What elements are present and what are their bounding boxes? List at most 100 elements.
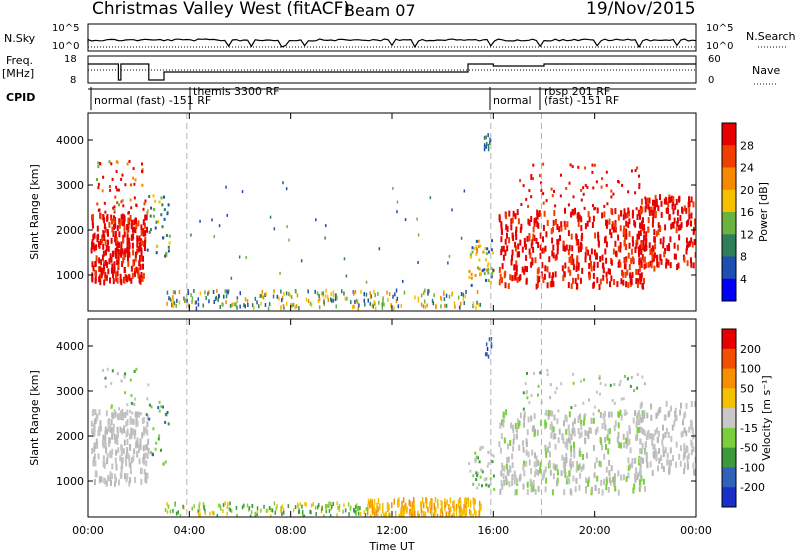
data-point xyxy=(631,236,634,243)
noise-tick-bottom-right: 10^0 xyxy=(706,41,733,52)
data-point xyxy=(641,427,644,434)
data-point xyxy=(599,411,602,418)
data-point xyxy=(643,382,646,386)
data-point xyxy=(584,223,587,230)
data-point xyxy=(532,177,534,181)
data-point xyxy=(652,199,654,206)
data-point xyxy=(427,506,429,513)
data-point xyxy=(475,305,477,310)
data-point xyxy=(579,277,582,284)
data-point xyxy=(639,447,642,454)
data-point xyxy=(324,236,326,240)
data-point xyxy=(481,470,484,474)
data-point xyxy=(509,440,512,446)
data-point xyxy=(420,501,423,508)
colorbar-cell xyxy=(722,427,736,449)
data-point xyxy=(599,381,602,385)
data-point xyxy=(128,274,131,281)
data-point xyxy=(651,221,654,228)
data-point xyxy=(572,258,575,265)
data-point xyxy=(487,271,490,275)
data-point xyxy=(478,460,481,464)
data-point xyxy=(593,261,596,268)
data-point xyxy=(570,283,573,290)
data-point xyxy=(116,426,119,433)
data-point xyxy=(552,473,555,480)
data-point xyxy=(120,214,123,221)
data-point xyxy=(536,209,539,216)
data-point xyxy=(393,306,395,311)
data-point xyxy=(666,452,669,459)
data-point xyxy=(483,272,486,276)
data-point xyxy=(145,413,148,417)
data-point xyxy=(124,391,127,395)
data-point xyxy=(632,240,635,247)
data-point xyxy=(580,419,583,426)
data-point xyxy=(563,469,566,475)
data-point xyxy=(648,242,651,249)
data-point xyxy=(114,473,117,480)
data-point xyxy=(487,279,490,283)
data-point xyxy=(539,461,542,468)
data-point xyxy=(92,431,95,438)
data-point xyxy=(649,260,652,267)
data-point xyxy=(132,402,135,406)
data-point xyxy=(645,262,648,269)
data-point xyxy=(608,438,611,445)
data-point xyxy=(481,484,483,488)
data-point xyxy=(452,512,454,517)
data-point xyxy=(556,239,559,246)
data-point xyxy=(152,214,155,218)
data-point xyxy=(618,441,621,448)
data-point xyxy=(296,502,299,507)
data-point xyxy=(612,248,615,255)
data-point xyxy=(261,289,264,294)
data-point xyxy=(643,429,646,436)
data-point xyxy=(367,498,370,505)
data-point xyxy=(487,133,489,138)
data-point xyxy=(518,275,521,282)
data-point xyxy=(662,236,665,243)
data-point xyxy=(327,298,330,302)
data-point xyxy=(167,504,170,509)
data-point xyxy=(499,422,502,429)
data-point xyxy=(561,454,564,461)
data-point xyxy=(524,241,526,248)
data-point xyxy=(580,216,583,223)
data-point xyxy=(149,228,152,232)
data-point xyxy=(230,509,233,513)
data-point xyxy=(640,272,643,279)
data-point xyxy=(474,460,477,463)
data-point xyxy=(662,433,665,440)
data-point xyxy=(129,416,132,423)
data-point xyxy=(676,217,679,224)
data-point xyxy=(637,419,640,426)
noise-tick-top-left: 10^5 xyxy=(52,23,79,34)
data-point xyxy=(530,486,533,493)
data-point xyxy=(171,299,173,303)
data-point xyxy=(530,176,533,180)
data-point xyxy=(545,231,548,238)
data-point xyxy=(646,452,648,458)
data-point xyxy=(142,429,145,436)
data-point xyxy=(123,439,126,446)
data-point xyxy=(220,506,222,511)
data-point xyxy=(650,206,653,213)
data-point xyxy=(588,427,591,434)
data-point xyxy=(198,504,200,509)
data-point xyxy=(598,376,601,380)
data-point xyxy=(556,224,559,230)
data-point xyxy=(282,303,285,308)
data-point xyxy=(93,418,96,425)
data-point xyxy=(105,249,107,256)
data-point xyxy=(417,296,420,301)
data-point xyxy=(417,261,419,264)
data-point xyxy=(166,290,169,295)
data-point xyxy=(574,277,577,284)
data-point xyxy=(614,223,616,230)
data-point xyxy=(281,504,283,509)
data-point xyxy=(532,479,535,486)
data-point xyxy=(592,186,595,190)
data-point xyxy=(275,506,278,511)
data-point xyxy=(642,239,645,246)
